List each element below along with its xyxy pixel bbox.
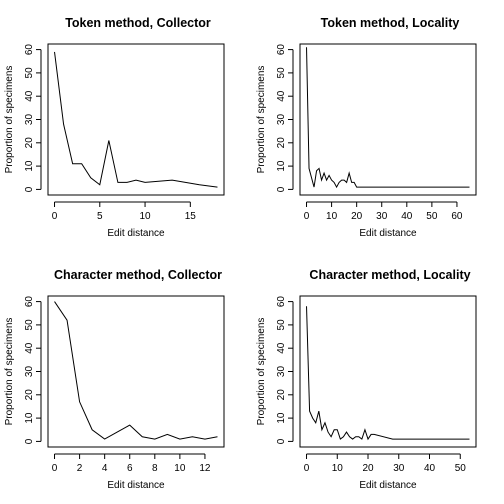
y-tick-label: 60 (24, 296, 35, 308)
x-tick-label: 10 (174, 463, 186, 474)
x-tick-label: 60 (451, 211, 463, 222)
x-tick-label: 40 (424, 463, 436, 474)
y-tick-label: 0 (276, 438, 287, 444)
panel-title: Token method, Collector (65, 16, 211, 30)
y-tick-label: 20 (276, 389, 287, 401)
y-tick-label: 0 (24, 186, 35, 192)
y-axis-label: Proportion of specimens (256, 318, 267, 426)
y-tick-label: 30 (276, 114, 287, 126)
y-tick-label: 40 (24, 90, 35, 102)
x-tick-label: 20 (362, 463, 374, 474)
y-tick-label: 50 (276, 67, 287, 79)
y-axis-label: Proportion of specimens (4, 318, 15, 426)
x-tick-label: 4 (102, 463, 108, 474)
x-tick-label: 0 (304, 211, 310, 222)
x-tick-label: 2 (77, 463, 83, 474)
plot-frame (299, 295, 477, 448)
y-tick-label: 30 (24, 114, 35, 126)
y-tick-label: 40 (276, 342, 287, 354)
x-tick-label: 50 (455, 463, 467, 474)
panel-token-locality: Token method, Locality Edit distance Pro… (256, 16, 477, 239)
plot-frame (299, 43, 477, 196)
y-tick-label: 0 (276, 186, 287, 192)
panel-character-locality: Character method, Locality Edit distance… (256, 268, 477, 491)
x-tick-label: 10 (332, 463, 344, 474)
y-axis-label: Proportion of specimens (4, 66, 15, 174)
y-tick-label: 40 (276, 90, 287, 102)
panel-token-collector: Token method, Collector Edit distance Pr… (4, 16, 225, 239)
y-tick-label: 20 (276, 137, 287, 149)
y-tick-label: 0 (24, 438, 35, 444)
x-tick-label: 8 (152, 463, 158, 474)
x-tick-label: 5 (97, 211, 103, 222)
x-tick-label: 10 (326, 211, 338, 222)
x-tick-label: 12 (199, 463, 211, 474)
panel-character-collector: Character method, Collector Edit distanc… (4, 268, 225, 491)
x-tick-label: 15 (185, 211, 197, 222)
x-tick-label: 30 (393, 463, 405, 474)
y-tick-label: 30 (276, 366, 287, 378)
y-tick-label: 10 (276, 160, 287, 172)
y-tick-label: 60 (276, 296, 287, 308)
x-tick-label: 20 (351, 211, 363, 222)
x-tick-label: 0 (52, 211, 58, 222)
y-axis-label: Proportion of specimens (256, 66, 267, 174)
y-tick-label: 20 (24, 137, 35, 149)
y-tick-label: 50 (24, 67, 35, 79)
y-tick-label: 50 (276, 319, 287, 331)
plot-frame (47, 43, 225, 196)
x-tick-label: 30 (376, 211, 388, 222)
y-tick-label: 10 (276, 412, 287, 424)
series-line (306, 47, 470, 189)
x-tick-label: 10 (139, 211, 151, 222)
y-tick-label: 10 (24, 412, 35, 424)
y-tick-label: 30 (24, 366, 35, 378)
series-line (54, 301, 218, 440)
panel-title: Character method, Locality (309, 268, 470, 282)
x-tick-label: 0 (304, 463, 310, 474)
y-tick-label: 60 (276, 44, 287, 56)
x-tick-label: 50 (426, 211, 438, 222)
x-axis-label: Edit distance (107, 480, 165, 491)
x-tick-label: 6 (127, 463, 133, 474)
series-line (54, 51, 218, 188)
y-tick-label: 20 (24, 389, 35, 401)
y-tick-label: 10 (24, 160, 35, 172)
y-tick-label: 60 (24, 44, 35, 56)
x-tick-label: 40 (401, 211, 413, 222)
panel-title: Character method, Collector (54, 268, 222, 282)
y-tick-label: 50 (24, 319, 35, 331)
x-axis-label: Edit distance (359, 228, 417, 239)
panel-title: Token method, Locality (321, 16, 460, 30)
x-axis-label: Edit distance (359, 480, 417, 491)
x-axis-label: Edit distance (107, 228, 165, 239)
y-tick-label: 40 (24, 342, 35, 354)
x-tick-label: 0 (52, 463, 58, 474)
series-line (306, 306, 470, 441)
plot-frame (47, 295, 225, 448)
